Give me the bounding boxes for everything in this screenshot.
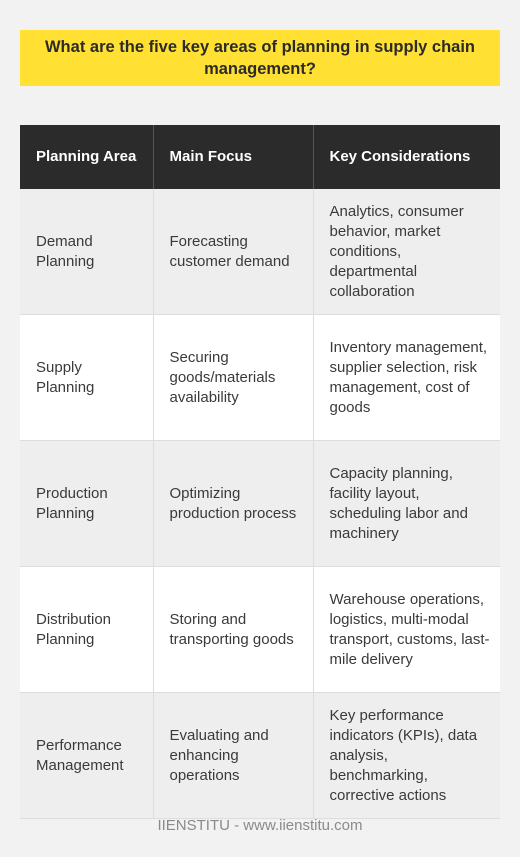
footer-credit: IIENSTITU - www.iienstitu.com bbox=[157, 817, 363, 834]
column-header-main-focus: Main Focus bbox=[153, 125, 314, 189]
table-cell: Supply Planning bbox=[20, 314, 154, 441]
table-cell: Key performance indicators (KPIs), data … bbox=[313, 692, 500, 819]
table-cell: Production Planning bbox=[20, 440, 154, 567]
table-cell: Distribution Planning bbox=[20, 566, 154, 693]
table-cell: Optimizing production process bbox=[153, 440, 314, 567]
table-cell: Demand Planning bbox=[20, 189, 154, 315]
table-cell: Capacity planning, facility layout, sche… bbox=[313, 440, 500, 567]
table-row: Performance Management Evaluating and en… bbox=[20, 692, 500, 819]
table-cell: Inventory management, supplier selection… bbox=[313, 314, 500, 441]
page-title: What are the five key areas of planning … bbox=[44, 38, 476, 78]
table-header-row: Planning Area Main Focus Key Considerati… bbox=[20, 125, 500, 189]
table-cell: Securing goods/materials availability bbox=[153, 314, 314, 441]
table-cell: Forecasting customer demand bbox=[153, 189, 314, 315]
table-cell: Storing and transporting goods bbox=[153, 566, 314, 693]
column-header-planning-area: Planning Area bbox=[20, 125, 154, 189]
table-cell: Evaluating and enhancing operations bbox=[153, 692, 314, 819]
title-banner: What are the five key areas of planning … bbox=[20, 30, 500, 86]
planning-table: Planning Area Main Focus Key Considerati… bbox=[20, 125, 500, 819]
table-row: Production Planning Optimizing productio… bbox=[20, 440, 500, 567]
table-cell: Analytics, consumer behavior, market con… bbox=[313, 189, 500, 315]
column-header-key-considerations: Key Considerations bbox=[313, 125, 500, 189]
table-cell: Warehouse operations, logistics, multi-m… bbox=[313, 566, 500, 693]
table-row: Distribution Planning Storing and transp… bbox=[20, 566, 500, 693]
table-cell: Performance Management bbox=[20, 692, 154, 819]
table-row: Supply Planning Securing goods/materials… bbox=[20, 314, 500, 441]
table-row: Demand Planning Forecasting customer dem… bbox=[20, 189, 500, 315]
